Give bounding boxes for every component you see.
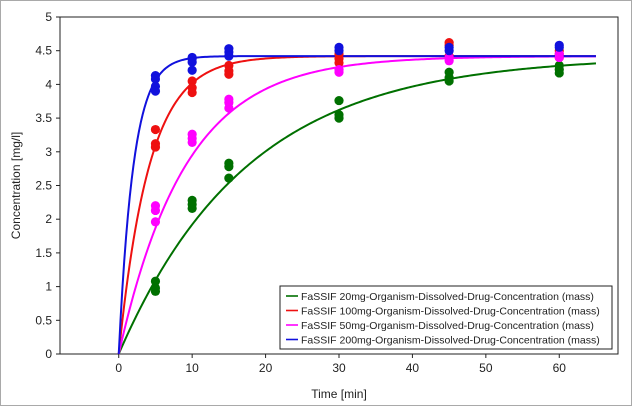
legend-label: FaSSIF 200mg-Organism-Dissolved-Drug-Con… xyxy=(301,335,600,347)
data-point-series-1 xyxy=(150,286,161,296)
data-point-series-2 xyxy=(187,76,197,86)
x-axis-title: Time [min] xyxy=(311,387,367,401)
data-point-series-3 xyxy=(444,56,454,66)
data-point-series-4 xyxy=(334,46,344,56)
data-point-series-2 xyxy=(334,58,344,68)
data-point-series-1 xyxy=(150,276,161,286)
legend-label: FaSSIF 20mg-Organism-Dissolved-Drug-Conc… xyxy=(301,291,594,303)
data-point-series-3 xyxy=(554,52,564,63)
data-point-series-3 xyxy=(334,67,344,77)
legend-box xyxy=(279,285,613,350)
data-point-series-3 xyxy=(187,137,197,147)
data-point-series-4 xyxy=(150,86,161,96)
y-tick-label: 1.5 xyxy=(35,246,52,260)
y-tick-label: 1 xyxy=(45,280,52,294)
axes: 00.511.522.533.544.550 10 20 30 40 50 60 xyxy=(35,10,566,375)
data-point-series-1 xyxy=(224,173,234,183)
x-tick-label: 20 xyxy=(259,361,273,375)
data-point-series-4 xyxy=(150,74,161,84)
y-tick-label: 0 xyxy=(45,347,52,361)
data-point-series-4 xyxy=(224,51,234,61)
data-point-series-3 xyxy=(224,103,234,113)
legend-label: FaSSIF 50mg-Organism-Dissolved-Drug-Conc… xyxy=(301,320,594,332)
y-tick-label: 0.5 xyxy=(35,313,52,327)
y-tick-label: 3.5 xyxy=(35,111,52,125)
y-tick-label: 2.5 xyxy=(35,179,52,193)
y-axis-title: Concentration [mg/l] xyxy=(9,132,23,239)
data-point-series-4 xyxy=(187,65,197,75)
x-tick-label: 40 xyxy=(406,361,420,375)
data-point-series-1 xyxy=(334,113,344,123)
y-tick-label: 2 xyxy=(45,212,52,226)
y-tick-label: 4.5 xyxy=(35,44,52,58)
data-point-series-3 xyxy=(150,217,161,227)
data-point-series-2 xyxy=(224,69,234,79)
data-point-series-1 xyxy=(334,95,344,106)
data-points xyxy=(150,38,564,296)
x-tick-label: 60 xyxy=(553,361,567,375)
x-tick-label: 30 xyxy=(332,361,346,375)
x-tick-label: 0 xyxy=(115,361,122,375)
data-point-series-3 xyxy=(150,205,161,216)
x-tick-label: 50 xyxy=(479,361,493,375)
data-point-series-1 xyxy=(554,68,564,78)
data-point-series-4 xyxy=(554,42,564,52)
data-point-series-4 xyxy=(187,57,197,67)
fit-line-series-4 xyxy=(117,55,596,355)
legend: FaSSIF 20mg-Organism-Dissolved-Drug-Conc… xyxy=(279,285,613,350)
fit-curves xyxy=(117,55,597,355)
data-point-series-1 xyxy=(187,203,197,214)
fit-line-series-1 xyxy=(117,62,597,355)
data-point-series-2 xyxy=(150,124,161,135)
y-tick-label: 4 xyxy=(45,77,52,91)
legend-label: FaSSIF 100mg-Organism-Dissolved-Drug-Con… xyxy=(301,306,600,318)
y-tick-label: 3 xyxy=(45,145,52,159)
data-point-series-1 xyxy=(444,76,454,86)
x-tick-label: 10 xyxy=(185,361,199,375)
y-tick-label: 5 xyxy=(45,10,52,24)
legend-items: FaSSIF 20mg-Organism-Dissolved-Drug-Conc… xyxy=(286,291,600,347)
data-point-series-2 xyxy=(187,87,197,98)
data-point-series-4 xyxy=(444,46,454,56)
data-point-series-2 xyxy=(150,142,161,152)
data-point-series-1 xyxy=(224,162,234,172)
